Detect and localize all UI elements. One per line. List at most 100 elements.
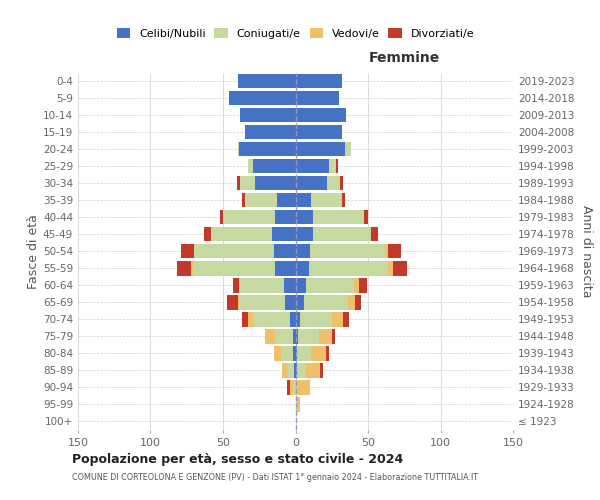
Bar	[211, 227, 272, 242]
Y-axis label: Fasce di età: Fasce di età	[27, 214, 40, 288]
Bar	[332, 312, 343, 326]
Bar	[311, 346, 326, 360]
Bar	[265, 329, 275, 344]
Bar	[297, 397, 300, 411]
Bar	[345, 142, 350, 156]
Bar	[332, 329, 335, 344]
Bar	[220, 210, 223, 224]
Bar	[305, 278, 353, 292]
Bar	[233, 278, 239, 292]
Bar	[176, 261, 191, 276]
Bar	[340, 176, 343, 190]
Bar	[248, 312, 253, 326]
Text: Femmine: Femmine	[368, 52, 440, 66]
Bar	[348, 295, 355, 310]
Bar	[320, 363, 323, 378]
Bar	[241, 176, 255, 190]
Bar	[181, 244, 194, 258]
Bar	[238, 74, 296, 88]
Bar	[293, 380, 296, 394]
Bar	[293, 346, 296, 360]
Bar	[308, 261, 388, 276]
Bar	[255, 176, 296, 190]
Bar	[296, 108, 346, 122]
Bar	[296, 312, 300, 326]
Bar	[353, 278, 359, 292]
Bar	[287, 380, 290, 394]
Bar	[296, 278, 305, 292]
Bar	[239, 295, 286, 310]
Bar	[392, 261, 407, 276]
Bar	[274, 346, 281, 360]
Bar	[300, 312, 332, 326]
Bar	[294, 363, 296, 378]
Bar	[286, 295, 296, 310]
Bar	[342, 193, 345, 208]
Bar	[313, 210, 364, 224]
Text: Popolazione per età, sesso e stato civile - 2024: Popolazione per età, sesso e stato civil…	[72, 452, 403, 466]
Bar	[238, 142, 239, 156]
Bar	[229, 91, 296, 106]
Bar	[364, 210, 368, 224]
Bar	[311, 193, 342, 208]
Bar	[296, 176, 328, 190]
Bar	[296, 397, 297, 411]
Bar	[296, 363, 297, 378]
Bar	[277, 193, 296, 208]
Bar	[241, 108, 296, 122]
Bar	[290, 380, 293, 394]
Bar	[283, 363, 288, 378]
Text: COMUNE DI CORTEOLONA E GENZONE (PV) - Dati ISTAT 1° gennaio 2024 - Elaborazione : COMUNE DI CORTEOLONA E GENZONE (PV) - Da…	[72, 472, 478, 482]
Bar	[272, 227, 296, 242]
Bar	[296, 142, 345, 156]
Bar	[343, 312, 349, 326]
Bar	[245, 125, 296, 140]
Bar	[336, 159, 338, 174]
Bar	[238, 176, 241, 190]
Bar	[305, 363, 320, 378]
Bar	[296, 227, 313, 242]
Bar	[296, 244, 310, 258]
Bar	[284, 278, 296, 292]
Bar	[238, 295, 239, 310]
Bar	[275, 261, 296, 276]
Bar	[388, 261, 392, 276]
Bar	[296, 74, 342, 88]
Bar	[241, 278, 284, 292]
Bar	[253, 312, 290, 326]
Bar	[204, 227, 211, 242]
Bar	[274, 244, 296, 258]
Bar	[223, 210, 275, 224]
Bar	[242, 193, 245, 208]
Bar	[371, 227, 378, 242]
Bar	[298, 380, 310, 394]
Bar	[293, 329, 296, 344]
Bar	[227, 295, 238, 310]
Bar	[296, 261, 308, 276]
Bar	[193, 261, 275, 276]
Bar	[297, 363, 305, 378]
Bar	[239, 142, 296, 156]
Bar	[245, 193, 277, 208]
Bar	[313, 227, 371, 242]
Bar	[388, 244, 401, 258]
Bar	[296, 159, 329, 174]
Bar	[297, 346, 311, 360]
Bar	[355, 295, 361, 310]
Bar	[359, 278, 367, 292]
Bar	[329, 159, 336, 174]
Bar	[239, 278, 241, 292]
Bar	[326, 346, 329, 360]
Bar	[275, 329, 293, 344]
Bar	[310, 244, 385, 258]
Bar	[328, 176, 340, 190]
Bar	[242, 312, 248, 326]
Bar	[385, 244, 388, 258]
Bar	[304, 295, 348, 310]
Bar	[296, 346, 297, 360]
Bar	[296, 329, 298, 344]
Bar	[191, 261, 193, 276]
Bar	[253, 159, 296, 174]
Bar	[319, 329, 332, 344]
Bar	[296, 380, 298, 394]
